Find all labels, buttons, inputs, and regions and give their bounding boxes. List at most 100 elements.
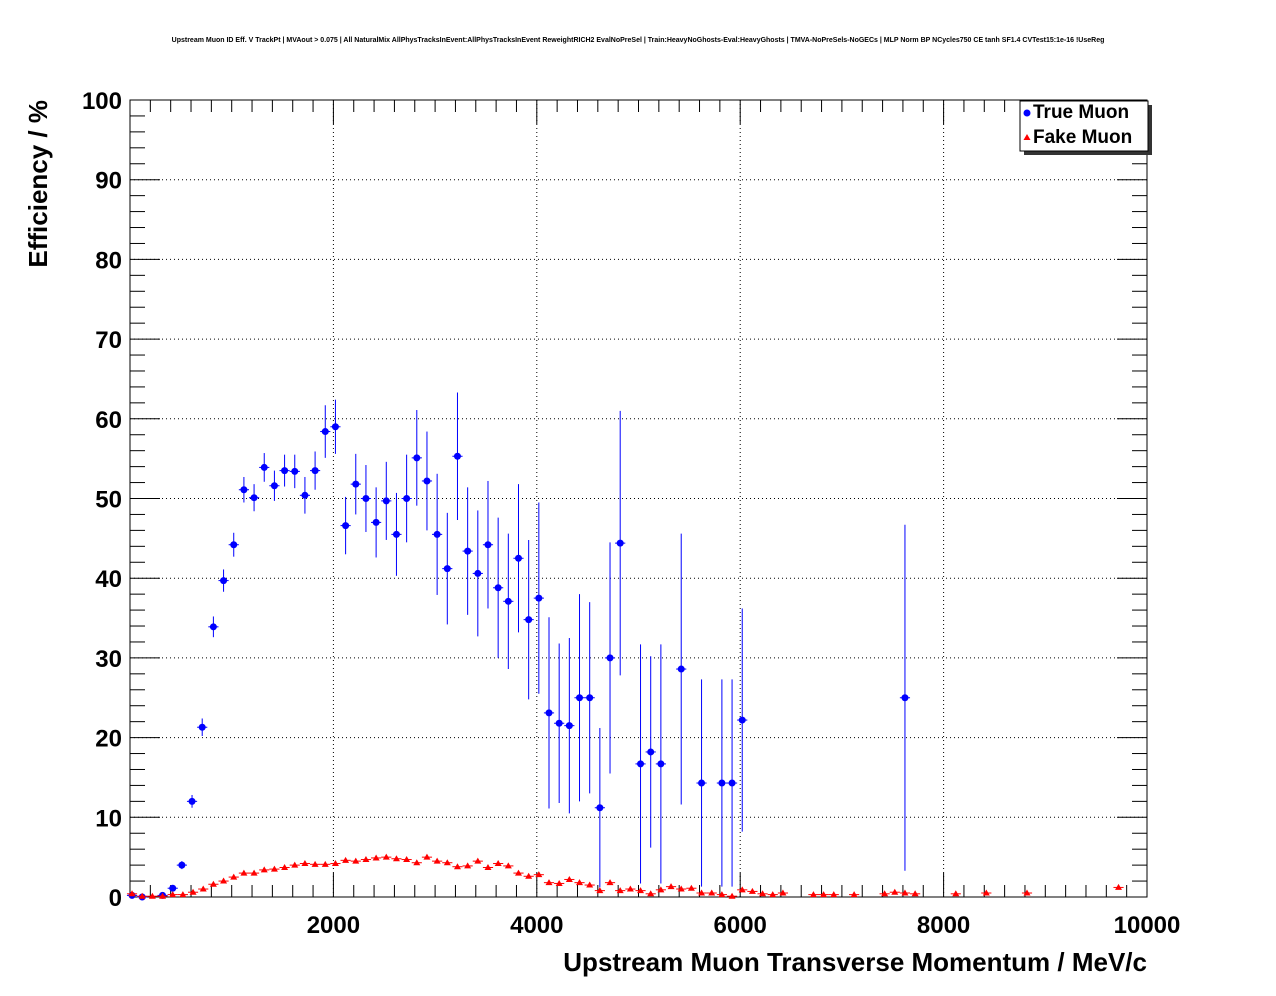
data-point bbox=[250, 869, 258, 876]
data-point bbox=[647, 890, 655, 897]
data-point bbox=[718, 779, 726, 787]
data-point bbox=[403, 495, 411, 502]
data-point bbox=[372, 854, 380, 861]
data-point bbox=[443, 565, 451, 573]
data-point bbox=[657, 886, 665, 893]
data-point bbox=[230, 873, 238, 880]
data-point bbox=[748, 887, 756, 894]
series-true-muon bbox=[126, 392, 911, 901]
grid-lines bbox=[130, 100, 1147, 897]
data-point bbox=[494, 860, 502, 867]
data-point bbox=[453, 863, 461, 870]
x-tick-label: 6000 bbox=[714, 912, 767, 939]
data-point bbox=[647, 748, 655, 756]
data-point bbox=[352, 857, 360, 864]
data-point bbox=[198, 723, 206, 731]
data-point bbox=[738, 716, 746, 724]
data-point bbox=[128, 890, 136, 897]
data-point bbox=[291, 467, 299, 475]
y-tick-label: 70 bbox=[95, 327, 122, 354]
y-tick-label: 30 bbox=[95, 646, 122, 673]
data-point bbox=[576, 879, 584, 886]
legend-marker-fake-muon bbox=[1023, 134, 1031, 140]
legend-marker-true-muon bbox=[1023, 109, 1031, 117]
legend-label-fake-muon: Fake Muon bbox=[1033, 127, 1132, 148]
data-point bbox=[759, 890, 767, 897]
data-point bbox=[1023, 889, 1031, 896]
data-point bbox=[159, 892, 167, 899]
data-point bbox=[413, 454, 421, 462]
data-point bbox=[809, 891, 817, 898]
data-point bbox=[911, 890, 919, 897]
data-point bbox=[209, 880, 217, 887]
data-point bbox=[342, 522, 350, 530]
axis-ticks bbox=[129, 99, 1148, 898]
data-point bbox=[464, 862, 472, 869]
data-point bbox=[677, 665, 685, 673]
data-point bbox=[1115, 883, 1123, 890]
data-point bbox=[220, 877, 228, 884]
y-tick-label: 10 bbox=[95, 805, 122, 832]
data-point bbox=[423, 853, 431, 860]
data-point bbox=[189, 888, 197, 895]
data-point bbox=[514, 869, 522, 876]
data-point bbox=[606, 879, 614, 886]
data-point bbox=[555, 879, 563, 886]
data-point bbox=[413, 859, 421, 866]
data-point bbox=[220, 577, 228, 585]
data-point bbox=[545, 709, 553, 717]
x-tick-label: 10000 bbox=[1114, 912, 1181, 939]
data-point bbox=[331, 860, 339, 867]
data-point bbox=[952, 890, 960, 897]
data-point bbox=[311, 860, 319, 867]
data-point bbox=[728, 892, 736, 899]
data-point bbox=[433, 857, 441, 864]
data-point bbox=[342, 856, 350, 863]
data-point bbox=[240, 486, 248, 494]
data-point bbox=[230, 541, 238, 549]
data-point bbox=[474, 857, 482, 864]
y-tick-label: 0 bbox=[109, 885, 122, 912]
data-point bbox=[718, 891, 726, 898]
series-fake-muon bbox=[126, 853, 1124, 899]
data-point bbox=[169, 884, 177, 892]
data-point bbox=[169, 891, 177, 898]
data-points bbox=[126, 392, 1124, 901]
data-point bbox=[423, 477, 431, 485]
data-point bbox=[820, 891, 828, 898]
data-point bbox=[576, 694, 584, 702]
legend-label-true-muon: True Muon bbox=[1033, 102, 1129, 123]
data-point bbox=[433, 530, 441, 538]
data-point bbox=[270, 482, 278, 490]
data-point bbox=[331, 423, 339, 431]
data-point bbox=[321, 860, 329, 867]
data-point bbox=[281, 467, 289, 475]
y-axis-label: Efficiency / % bbox=[23, 100, 53, 268]
data-point bbox=[178, 861, 186, 869]
data-point bbox=[881, 890, 889, 897]
data-point bbox=[586, 881, 594, 888]
data-point bbox=[596, 804, 604, 812]
data-point bbox=[850, 891, 858, 898]
data-point bbox=[301, 860, 309, 867]
data-point bbox=[769, 891, 777, 898]
data-point bbox=[382, 497, 390, 505]
data-point bbox=[891, 888, 899, 895]
data-point bbox=[565, 722, 573, 730]
data-point bbox=[250, 494, 258, 502]
data-point bbox=[586, 694, 594, 702]
data-point bbox=[555, 719, 563, 727]
data-point bbox=[392, 855, 400, 862]
data-point bbox=[616, 887, 624, 894]
data-point bbox=[504, 597, 512, 605]
data-point bbox=[698, 889, 706, 896]
data-point bbox=[514, 554, 522, 562]
data-point bbox=[311, 467, 319, 475]
data-point bbox=[138, 892, 146, 899]
data-point bbox=[677, 885, 685, 892]
data-point bbox=[525, 616, 533, 624]
data-point bbox=[403, 856, 411, 863]
tick-labels: 2000 4000 6000 8000 10000 0 10 20 30 40 50 60 70 80 90… bbox=[82, 88, 1180, 939]
data-point bbox=[687, 884, 695, 891]
y-tick-label: 40 bbox=[95, 566, 122, 593]
